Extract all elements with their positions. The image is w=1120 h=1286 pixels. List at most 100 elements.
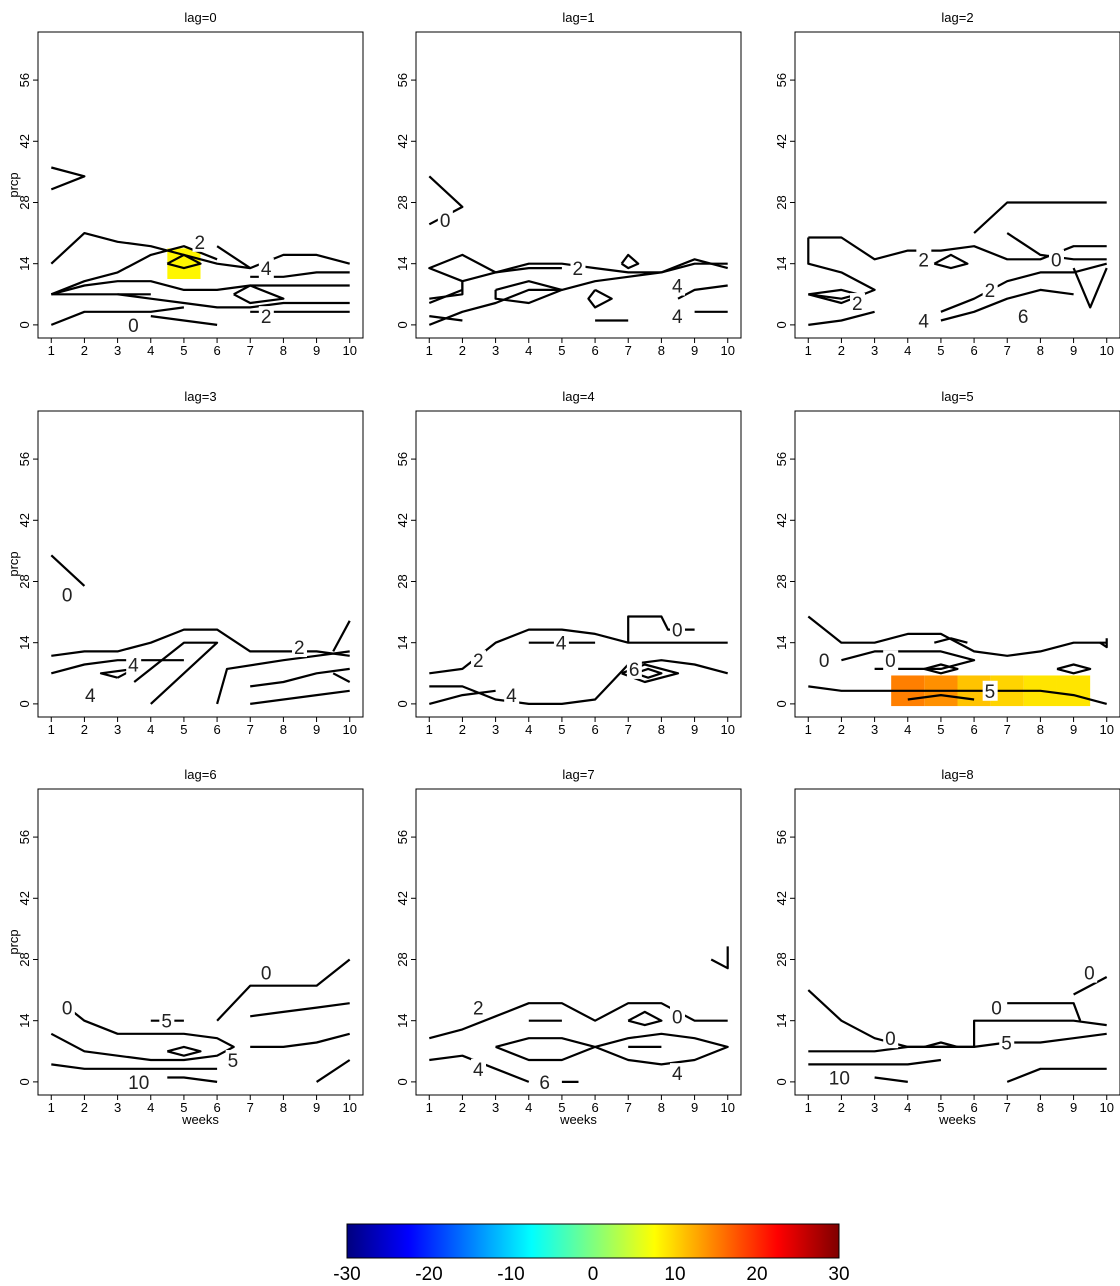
x-tick-label: 3 <box>114 1100 121 1115</box>
contour-label-bg <box>989 997 1005 1018</box>
contour-label: 4 <box>672 277 683 298</box>
x-tick-label: 9 <box>691 722 698 737</box>
x-tick-label: 4 <box>525 722 532 737</box>
x-tick-label: 9 <box>691 1100 698 1115</box>
contour-line <box>934 637 968 644</box>
contour-label: 2 <box>473 651 484 672</box>
contour-label-bg <box>1048 249 1064 270</box>
x-tick-label: 2 <box>838 1100 845 1115</box>
y-tick-label: 0 <box>774 321 789 328</box>
contour-label: 4 <box>918 312 929 333</box>
contour-line <box>166 253 202 270</box>
x-tick-label: 8 <box>280 343 287 358</box>
contour-label-bg <box>471 650 487 671</box>
y-tick-label: 56 <box>395 452 410 466</box>
contour-label: 4 <box>672 1064 683 1085</box>
contour-line <box>216 245 251 270</box>
x-tick-label: 4 <box>525 1100 532 1115</box>
contour-label-bg <box>1015 306 1031 327</box>
y-tick-label: 28 <box>774 195 789 209</box>
y-tick-label: 0 <box>17 321 32 328</box>
contour-label: 4 <box>672 307 683 328</box>
contour-label: 2 <box>573 259 584 280</box>
colorbar-ticks: -30 -20 -10 0 10 20 30 <box>333 1264 849 1285</box>
x-tick-label: 8 <box>658 1100 665 1115</box>
y-tick-label: 28 <box>395 195 410 209</box>
contour-line <box>710 946 729 970</box>
contour-label: 5 <box>228 1051 239 1072</box>
y-tick-label: 14 <box>395 635 410 649</box>
y-tick-label: 0 <box>395 321 410 328</box>
x-axis-label: weeks <box>181 1112 219 1127</box>
colorbar-bar <box>346 1223 840 1259</box>
y-tick-label: 14 <box>17 635 32 649</box>
contour-label-bg <box>669 1006 685 1027</box>
contour-label: 0 <box>261 964 272 985</box>
contour-line <box>1099 638 1108 649</box>
y-tick-label: 56 <box>774 73 789 87</box>
x-tick-label: 9 <box>691 343 698 358</box>
x-tick-label: 7 <box>625 1100 632 1115</box>
x-tick-label: 2 <box>459 722 466 737</box>
contour-label: 2 <box>473 999 484 1020</box>
contour-label-bg <box>883 650 899 671</box>
contour-label: 2 <box>985 281 996 302</box>
y-axis-label: prcp <box>6 929 21 954</box>
y-tick-label: 42 <box>17 891 32 905</box>
contour-label-bg <box>258 306 274 327</box>
panel-title: lag=3 <box>184 389 216 404</box>
x-tick-label: 5 <box>937 722 944 737</box>
contour-label-bg <box>826 1067 853 1088</box>
x-tick-label: 7 <box>247 343 254 358</box>
panel-title: lag=7 <box>562 767 594 782</box>
contour-line <box>807 989 1107 1048</box>
contour-line <box>808 310 875 326</box>
x-tick-label: 2 <box>81 722 88 737</box>
contour-label-bg <box>669 619 685 640</box>
x-tick-label: 5 <box>180 343 187 358</box>
contour-line <box>50 245 218 296</box>
contour-line <box>677 284 728 300</box>
contour-label-bg <box>126 654 142 675</box>
contour-line <box>807 615 1107 657</box>
panel-title: lag=1 <box>562 10 594 25</box>
contour-line <box>50 306 185 326</box>
heat-cell <box>1056 675 1091 707</box>
x-tick-label: 1 <box>426 722 433 737</box>
contour-label: 0 <box>819 651 830 672</box>
y-tick-label: 0 <box>774 700 789 707</box>
x-tick-label: 5 <box>558 722 565 737</box>
y-tick-label: 56 <box>17 452 32 466</box>
x-tick-label: 7 <box>1004 722 1011 737</box>
colorbar-tick-label: 10 <box>664 1264 685 1285</box>
contour-label: 2 <box>852 294 863 315</box>
contour-line <box>1007 1002 1082 1022</box>
contour-line <box>940 262 1107 313</box>
x-tick-label: 3 <box>114 343 121 358</box>
y-tick-label: 14 <box>17 256 32 270</box>
contour-line <box>50 166 86 191</box>
x-tick-label: 5 <box>937 1100 944 1115</box>
contour-label-bg <box>626 658 642 679</box>
contour-label: 0 <box>991 999 1002 1020</box>
x-tick-label: 9 <box>313 1100 320 1115</box>
contour-label-bg <box>816 650 832 671</box>
contour-label-bg <box>537 1071 553 1092</box>
y-tick-label: 14 <box>774 256 789 270</box>
x-tick-label: 4 <box>904 722 911 737</box>
contour-label-bg <box>850 293 866 314</box>
x-tick-label: 4 <box>904 1100 911 1115</box>
contour-label: 0 <box>440 211 451 232</box>
contour-label-bg <box>916 249 932 270</box>
contour-label-bg <box>126 314 142 335</box>
contour-line <box>924 1041 958 1048</box>
contour-label: 0 <box>672 621 683 642</box>
x-tick-label: 5 <box>937 343 944 358</box>
contour-label-bg <box>291 637 307 658</box>
x-tick-label: 5 <box>180 1100 187 1115</box>
